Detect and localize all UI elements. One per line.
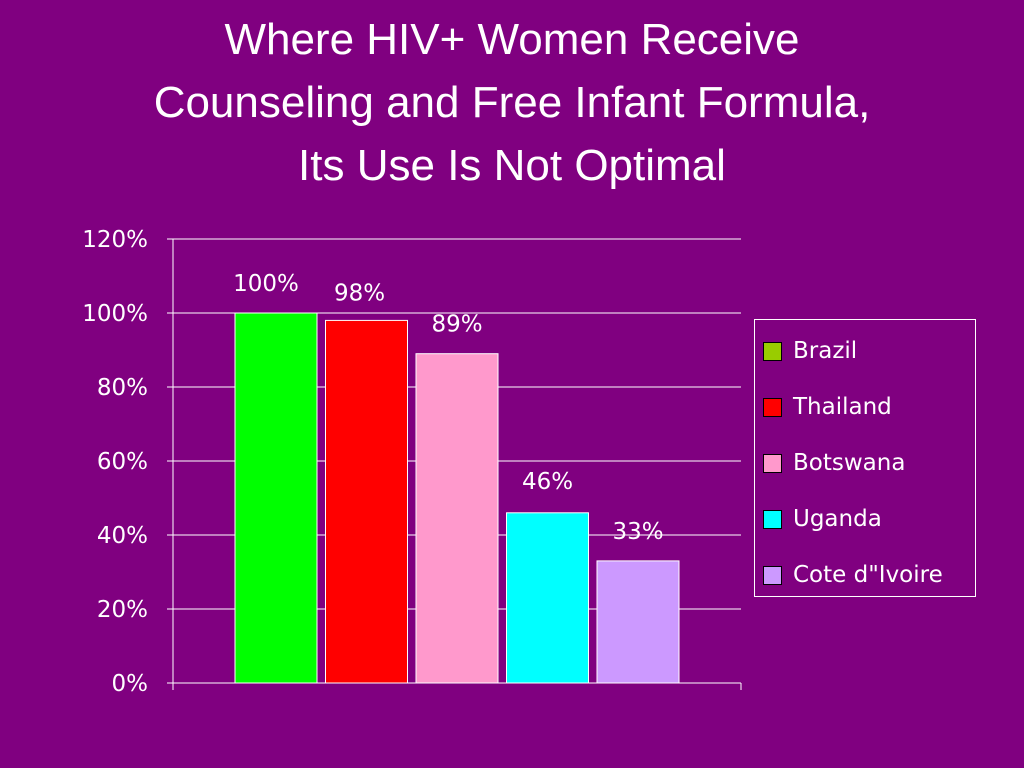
legend-swatch-thailand: [763, 397, 782, 417]
data-label-botswana: 89%: [431, 312, 482, 338]
y-tick-label-20: 20%: [97, 597, 148, 623]
bar-botswana: [415, 353, 499, 684]
y-tick-label-60: 60%: [97, 449, 148, 475]
bar-thailand: [325, 319, 408, 684]
y-tick-label-100: 100%: [82, 301, 148, 327]
bars: [234, 312, 680, 684]
legend-label-cote-divoire: Cote d"Ivoire: [793, 562, 943, 588]
bar-cote-d-ivoire: [596, 560, 680, 684]
legend-item-cote-divoire: Cote d"Ivoire: [763, 560, 943, 590]
bar-brazil: [234, 312, 318, 684]
data-label-thailand: 98%: [334, 280, 385, 306]
y-tick-label-0: 0%: [112, 671, 149, 697]
title-line-2: Counseling and Free Infant Formula,: [153, 78, 871, 127]
legend-swatch-cote-divoire: [763, 565, 782, 585]
legend-label-brazil: Brazil: [793, 338, 858, 364]
y-tick-label-80: 80%: [97, 375, 148, 401]
slide-title: Where HIV+ Women Receive Counseling and …: [0, 8, 1024, 197]
title-line-1: Where HIV+ Women Receive: [224, 15, 800, 64]
legend-swatch-uganda: [763, 509, 782, 529]
legend-item-uganda: Uganda: [763, 504, 882, 534]
data-label-brazil: 100%: [233, 271, 299, 297]
y-tick-label-120: 120%: [82, 227, 148, 253]
y-tick-labels: 0% 20% 40% 60% 80% 100% 120%: [82, 227, 148, 697]
data-labels: 100% 98% 89% 46% 33%: [233, 271, 663, 545]
legend-item-botswana: Botswana: [763, 448, 905, 478]
legend: Brazil Thailand Botswana Uganda Cote d"I…: [754, 319, 976, 597]
bar-uganda: [506, 512, 589, 684]
y-tick-label-40: 40%: [97, 523, 148, 549]
data-label-cote-d-ivoire: 33%: [612, 519, 663, 545]
legend-label-botswana: Botswana: [793, 450, 906, 476]
legend-swatch-brazil: [763, 341, 782, 361]
legend-item-thailand: Thailand: [763, 392, 892, 422]
legend-swatch-botswana: [763, 453, 782, 473]
title-line-3: Its Use Is Not Optimal: [298, 141, 726, 190]
legend-label-uganda: Uganda: [793, 506, 882, 532]
legend-label-thailand: Thailand: [793, 394, 892, 420]
data-label-uganda: 46%: [522, 469, 573, 495]
legend-item-brazil: Brazil: [763, 336, 857, 366]
